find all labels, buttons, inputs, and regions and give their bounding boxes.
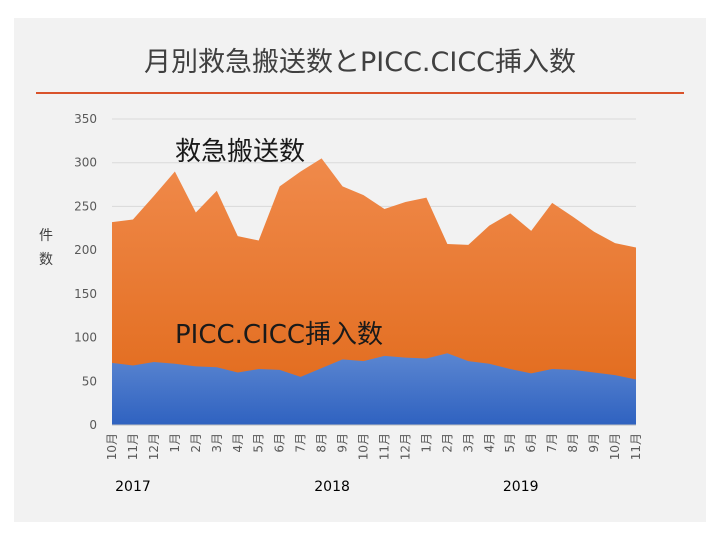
y-axis-title: 件 数 bbox=[39, 228, 53, 268]
x-tick-label: 7月 bbox=[545, 433, 559, 453]
x-tick-label: 5月 bbox=[503, 433, 517, 453]
x-tick-label: 10月 bbox=[357, 433, 371, 460]
y-tick-label: 50 bbox=[82, 374, 97, 388]
area-series-2 bbox=[112, 353, 636, 425]
y-tick-label: 0 bbox=[89, 418, 97, 432]
y-axis-title-char-2: 数 bbox=[39, 252, 53, 268]
area-series-1 bbox=[112, 158, 636, 426]
series-label-picc: PICC.CICC挿入数 bbox=[175, 320, 383, 350]
year-label: 2017 bbox=[115, 479, 151, 495]
x-tick-label: 8月 bbox=[566, 433, 580, 453]
y-tick-label: 100 bbox=[74, 331, 97, 345]
x-tick-label: 12月 bbox=[398, 433, 412, 460]
y-tick-label: 150 bbox=[74, 287, 97, 301]
y-tick-label: 300 bbox=[74, 156, 97, 170]
y-axis-ticks: 0 50 100 150 200 250 300 350 bbox=[74, 112, 97, 432]
x-tick-label: 3月 bbox=[461, 433, 475, 453]
y-tick-label: 250 bbox=[74, 199, 97, 213]
y-tick-label: 200 bbox=[74, 243, 97, 257]
x-tick-label: 6月 bbox=[273, 433, 287, 453]
chart-title: 月別救急搬送数とPICC.CICC挿入数 bbox=[143, 47, 577, 78]
series-label-emergency: 救急搬送数 bbox=[175, 137, 305, 167]
x-tick-label: 10月 bbox=[105, 433, 119, 460]
y-tick-label: 350 bbox=[74, 112, 97, 126]
x-tick-label: 11月 bbox=[126, 433, 140, 460]
x-axis-ticks: 10月 11月 12月 1月 2月 3月 4月 5月 6月 7月 8月 9月 10月 11月 12月 1月 2月… bbox=[105, 433, 643, 460]
x-tick-label: 9月 bbox=[336, 433, 350, 453]
series-areas bbox=[112, 158, 636, 426]
year-labels: 2017 2018 2019 bbox=[115, 479, 538, 495]
year-label: 2018 bbox=[314, 479, 350, 495]
x-tick-label: 8月 bbox=[315, 433, 329, 453]
x-tick-label: 2月 bbox=[189, 433, 203, 453]
x-tick-label: 1月 bbox=[168, 433, 182, 453]
x-tick-label: 6月 bbox=[524, 433, 538, 453]
x-tick-label: 12月 bbox=[147, 433, 161, 460]
x-tick-label: 5月 bbox=[252, 433, 266, 453]
x-tick-label: 9月 bbox=[587, 433, 601, 453]
x-tick-label: 11月 bbox=[629, 433, 643, 460]
x-tick-label: 2月 bbox=[440, 433, 454, 453]
x-tick-label: 10月 bbox=[608, 433, 622, 460]
x-tick-label: 4月 bbox=[231, 433, 245, 453]
x-tick-label: 4月 bbox=[482, 433, 496, 453]
title-underline bbox=[36, 92, 684, 94]
x-tick-label: 3月 bbox=[210, 433, 224, 453]
y-axis-title-char-1: 件 bbox=[39, 228, 53, 244]
year-label: 2019 bbox=[503, 479, 539, 495]
x-tick-label: 7月 bbox=[294, 433, 308, 453]
x-tick-label: 11月 bbox=[377, 433, 391, 460]
x-tick-label: 1月 bbox=[419, 433, 433, 453]
